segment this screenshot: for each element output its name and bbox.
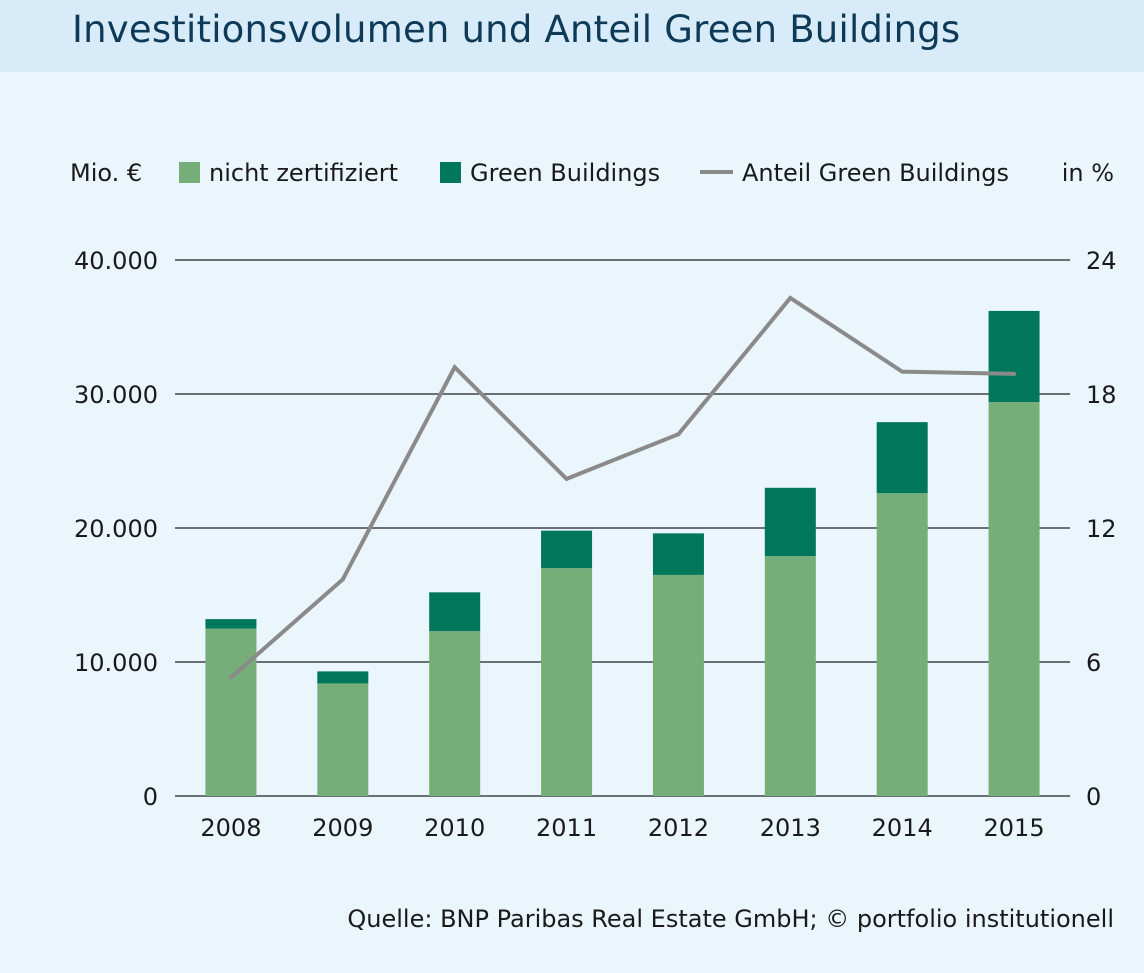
x-axis-tick-label: 2008: [200, 814, 261, 842]
line-anteil-green-buildings: [229, 295, 1015, 680]
bar-nicht-zertifiziert: [541, 568, 593, 796]
x-axis-tick-label: 2013: [760, 814, 821, 842]
y2-axis-tick-label: 12: [1086, 515, 1117, 543]
line-point: [788, 295, 793, 300]
legend-swatch-nicht-zertifiziert: [179, 162, 200, 183]
bar-nicht-zertifiziert: [205, 628, 257, 796]
y2-axis-tick-label: 18: [1086, 381, 1117, 409]
bar-green-buildings: [652, 533, 704, 575]
line-point: [900, 369, 905, 374]
right-axis-unit: in %: [1062, 159, 1114, 187]
bar-nicht-zertifiziert: [652, 574, 704, 796]
bar-green-buildings: [429, 592, 481, 632]
title-bar: Investitionsvolumen und Anteil Green Bui…: [0, 0, 1144, 72]
y-axis-tick-label: 10.000: [74, 649, 158, 677]
bar-nicht-zertifiziert: [429, 631, 481, 796]
y2-axis-tick-label: 0: [1086, 783, 1101, 811]
bar-green-buildings: [317, 671, 369, 684]
bar-nicht-zertifiziert: [317, 683, 369, 796]
x-axis-tick-label: 2014: [872, 814, 933, 842]
x-axis-tick-label: 2010: [424, 814, 485, 842]
bar-green-buildings: [764, 487, 816, 557]
line-point: [564, 476, 569, 481]
line-point: [452, 365, 457, 370]
y-axis-tick-label: 40.000: [74, 247, 158, 275]
legend-label: Green Buildings: [470, 159, 660, 187]
legend-label: Anteil Green Buildings: [742, 159, 1009, 187]
bar-nicht-zertifiziert: [764, 556, 816, 796]
line-point: [676, 432, 681, 437]
x-axis-tick-label: 2015: [984, 814, 1045, 842]
line-point: [1012, 371, 1017, 376]
bar-nicht-zertifiziert: [988, 402, 1040, 796]
bar-green-buildings: [541, 530, 593, 569]
source-note: Quelle: BNP Paribas Real Estate GmbH; © …: [347, 905, 1114, 933]
line-point: [340, 577, 345, 582]
y-axis-tick-label: 30.000: [74, 381, 158, 409]
y2-axis-tick-label: 24: [1086, 247, 1117, 275]
y-axis-tick-label: 0: [143, 783, 158, 811]
chart-title: Investitionsvolumen und Anteil Green Bui…: [72, 8, 961, 51]
bar-green-buildings: [988, 310, 1040, 403]
bar-nicht-zertifiziert: [876, 493, 928, 796]
legend-label: nicht zertifiziert: [209, 159, 398, 187]
x-axis-tick-label: 2012: [648, 814, 709, 842]
bar-green-buildings: [876, 422, 928, 494]
x-axis-tick-label: 2011: [536, 814, 597, 842]
bar-green-buildings: [205, 619, 257, 629]
legend-swatch-green-buildings: [440, 162, 461, 183]
x-axis-tick-label: 2009: [312, 814, 373, 842]
line-point: [228, 675, 233, 680]
y2-axis-tick-label: 6: [1086, 649, 1101, 677]
left-axis-unit: Mio. €: [70, 159, 142, 187]
y-axis-tick-label: 20.000: [74, 515, 158, 543]
